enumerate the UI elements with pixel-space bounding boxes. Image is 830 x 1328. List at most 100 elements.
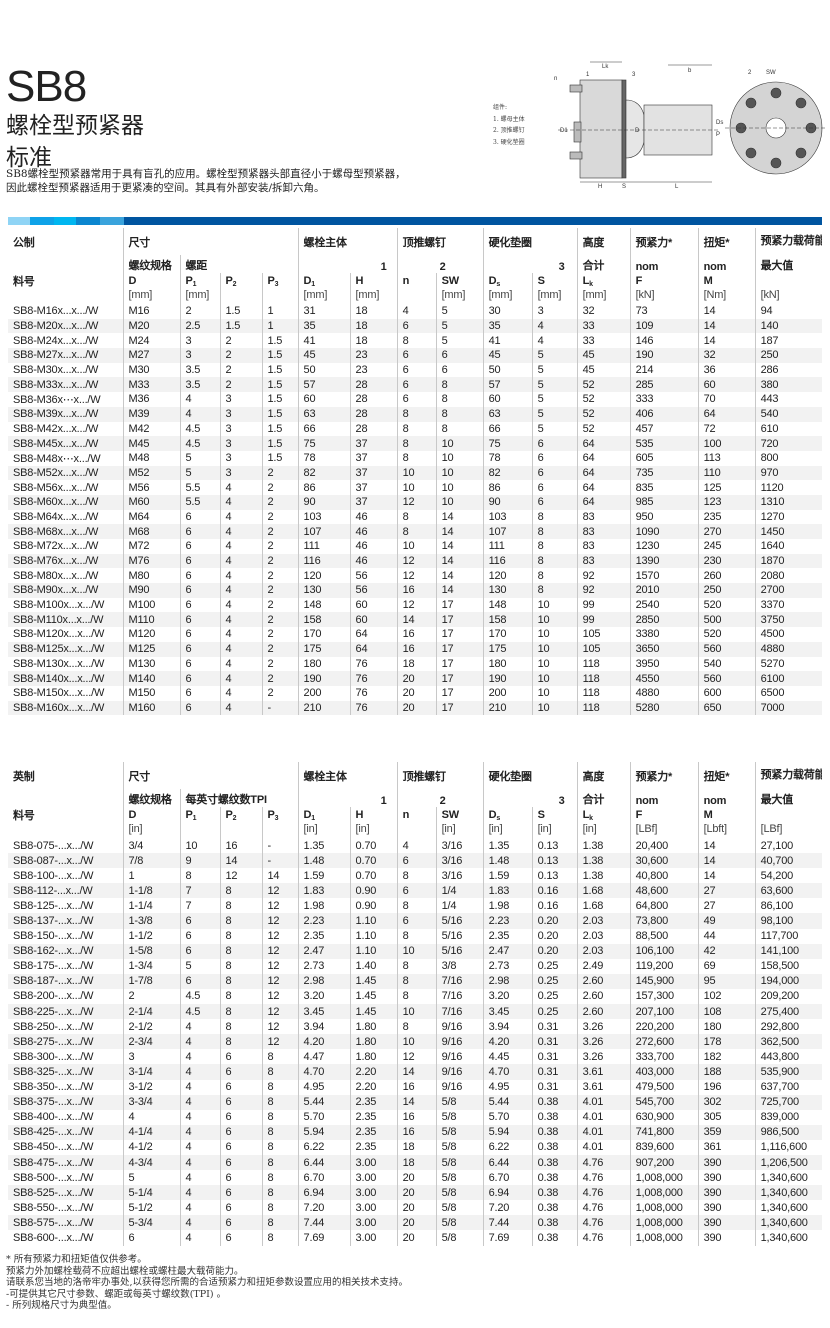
value-cell: 2.47 xyxy=(297,943,351,959)
dim-label: b xyxy=(688,68,692,74)
value-cell: 5 xyxy=(179,958,220,974)
value-cell: 3370 xyxy=(754,597,823,613)
value-cell: 1 xyxy=(122,868,180,884)
value-cell: 1.68 xyxy=(576,883,631,899)
value-cell: 835 xyxy=(629,480,699,495)
table-row: SB8-M33x...x.../W M33 3.5 2 1.5 57 28 6 8 57 5 52 28… xyxy=(8,377,823,393)
symbol-subscript: 2 xyxy=(232,280,237,288)
value-cell: 1.80 xyxy=(349,1034,398,1050)
value-cell: 66 xyxy=(482,421,533,437)
value-cell: 390 xyxy=(697,1185,756,1201)
unit-header: [Nm] xyxy=(697,289,756,304)
value-cell: 8 xyxy=(435,392,484,407)
value-cell: 1.5 xyxy=(219,318,262,334)
value-cell: 45 xyxy=(482,348,533,363)
symbol-header: n xyxy=(396,807,437,823)
value-cell: 0.31 xyxy=(531,1079,578,1095)
value-cell: 111 xyxy=(297,539,351,554)
value-cell: 8 xyxy=(396,406,437,422)
value-cell: 10 xyxy=(396,465,437,481)
value-cell: 14 xyxy=(435,524,484,539)
value-cell: 2 xyxy=(261,524,299,539)
value-cell: 1120 xyxy=(754,480,823,495)
value-cell: 6.94 xyxy=(482,1185,533,1201)
value-cell: 1-7/8 xyxy=(122,973,180,989)
symbol-subscript: 2 xyxy=(232,814,237,822)
tensioner-diagram: Lk b n 1 3 2 SW H S L D1 D Ds P xyxy=(554,61,825,190)
group-header: 顶推螺钉 xyxy=(396,762,484,789)
value-cell: 520 xyxy=(697,627,756,642)
value-cell: 8 xyxy=(261,1170,299,1186)
sub-header: 3 xyxy=(482,789,578,807)
value-cell: 20 xyxy=(396,1170,437,1186)
value-cell: 86,100 xyxy=(754,898,823,914)
value-cell: 5/16 xyxy=(435,928,484,944)
value-cell: 83 xyxy=(576,509,631,525)
value-cell: 12 xyxy=(261,988,299,1005)
part-number: SB8-M140x...x.../W xyxy=(8,671,123,686)
value-cell: 28 xyxy=(349,392,398,407)
value-cell: 5270 xyxy=(754,656,823,672)
part-number: SB8-325-...x.../W xyxy=(8,1064,123,1080)
value-cell: 12 xyxy=(396,494,437,510)
part-number: SB8-M64x...x.../W xyxy=(13,510,99,523)
value-cell: 12 xyxy=(396,597,437,613)
value-cell: 8 xyxy=(261,1215,299,1231)
value-cell: 9/16 xyxy=(435,1064,484,1080)
value-cell: 0.13 xyxy=(531,853,578,869)
value-cell: 6.70 xyxy=(482,1170,533,1186)
symbol-header: F xyxy=(629,273,699,289)
value-cell: 361 xyxy=(697,1139,756,1155)
value-cell: 1.5 xyxy=(261,436,299,451)
value-cell: 4.45 xyxy=(482,1049,533,1065)
value-cell: 2.49 xyxy=(576,958,631,974)
value-cell: 6 xyxy=(219,1139,262,1155)
value-cell: 4 xyxy=(219,553,262,569)
value-cell: 5/8 xyxy=(435,1109,484,1125)
value-cell: M60 xyxy=(122,494,180,510)
value-cell: 6.70 xyxy=(297,1170,351,1186)
value-cell: 0.38 xyxy=(531,1109,578,1125)
value-cell: 6 xyxy=(219,1124,262,1140)
value-cell: 100 xyxy=(697,436,756,451)
table-row: SB8-137-...x.../W 1-3/8 6 8 12 2.23 1.10 6 5/16 2… xyxy=(8,913,823,929)
value-cell: 27,100 xyxy=(754,838,823,854)
value-cell: 4.76 xyxy=(576,1170,631,1186)
value-cell: 4-1/2 xyxy=(122,1139,180,1155)
value-cell: 6 xyxy=(396,318,437,334)
value-cell: 27 xyxy=(697,898,756,914)
value-cell: 8 xyxy=(531,568,578,584)
symbol: H xyxy=(355,275,364,287)
symbol-header: Ds xyxy=(482,273,533,289)
value-cell: 50 xyxy=(482,362,533,378)
value-cell: 600 xyxy=(697,685,756,701)
symbol: H xyxy=(355,809,364,821)
group-header: 螺栓主体 xyxy=(297,762,398,789)
value-cell: 76 xyxy=(349,671,398,686)
table-row: SB8-162-...x.../W 1-5/8 6 8 12 2.47 1.10 10 5/16… xyxy=(8,943,823,959)
value-cell: 72 xyxy=(697,421,756,437)
value-cell: 2 xyxy=(261,583,299,598)
value-cell: 8 xyxy=(261,1109,299,1125)
value-cell: 7.69 xyxy=(297,1230,351,1246)
part-number: SB8-M30x...x.../W xyxy=(13,364,99,377)
value-cell: 390 xyxy=(697,1154,756,1171)
symbol: M xyxy=(703,809,713,821)
value-cell: 8 xyxy=(396,421,437,437)
part-number: SB8-M130x...x.../W xyxy=(13,657,105,670)
group-header: 尺寸 xyxy=(122,762,299,789)
value-cell: 630,900 xyxy=(629,1109,699,1125)
value-cell: 3.94 xyxy=(482,1019,533,1035)
group-header: 高度 xyxy=(576,762,631,789)
value-cell: 170 xyxy=(297,627,351,642)
value-cell: 10 xyxy=(531,627,578,642)
value-cell: 8 xyxy=(261,1064,299,1080)
unit-header: [mm] xyxy=(349,289,398,304)
value-cell: 0.38 xyxy=(531,1124,578,1140)
value-cell: 6 xyxy=(219,1200,262,1216)
value-cell: 116 xyxy=(482,553,533,569)
value-cell: 180 xyxy=(482,656,533,672)
value-cell: 54,200 xyxy=(754,868,823,884)
symbol-subscript: 1 xyxy=(311,280,315,288)
value-cell: 76 xyxy=(349,685,398,701)
